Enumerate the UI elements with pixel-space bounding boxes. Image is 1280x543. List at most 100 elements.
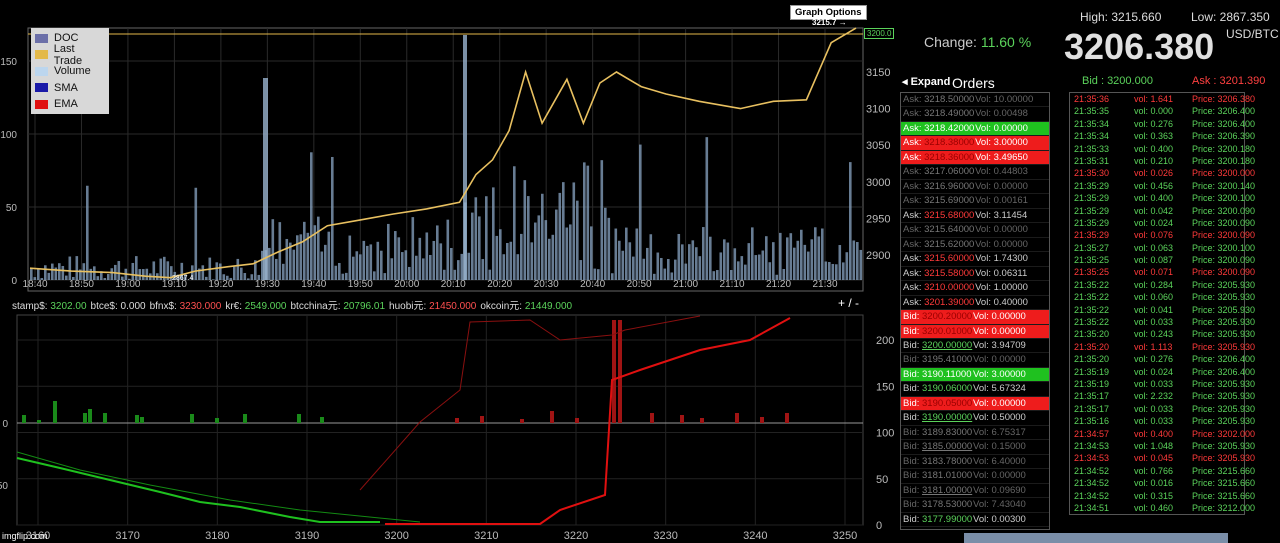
volume-bar bbox=[768, 262, 772, 280]
volume-bar bbox=[296, 235, 299, 280]
order-price: 3218.50000 bbox=[924, 94, 975, 105]
order-row[interactable]: Ask: 3215.60000Vol: 1.74300 bbox=[901, 252, 1049, 267]
legend-item[interactable]: EMA bbox=[35, 96, 105, 113]
order-row[interactable]: Bid: 3185.00000Vol: 0.15000 bbox=[901, 440, 1049, 455]
legend-swatch bbox=[35, 99, 48, 109]
trade-time: 21:35:25 bbox=[1074, 267, 1110, 278]
order-row[interactable]: Ask: 3215.62000Vol: 0.00000 bbox=[901, 238, 1049, 253]
volume-bar bbox=[740, 256, 744, 280]
y-left-tick-label: 0 bbox=[2, 419, 8, 430]
volume-bar bbox=[789, 233, 793, 280]
order-row[interactable]: Bid: 3200.01000Vol: 0.00000 bbox=[901, 324, 1049, 339]
trade-price: Price: 3215.660 bbox=[1192, 465, 1256, 476]
order-row[interactable]: Bid: 3178.53000Vol: 7.43040 bbox=[901, 498, 1049, 513]
bid-volume-bar bbox=[297, 414, 301, 423]
order-row[interactable]: Ask: 3218.36000Vol: 3.49650 bbox=[901, 150, 1049, 166]
order-volume: Vol: 6.40000 bbox=[973, 455, 1026, 467]
volume-bar bbox=[201, 265, 205, 280]
depth-chart-y-right-ticks: 0 50 100 150 200 bbox=[876, 335, 894, 532]
trade-history[interactable]: 21:35:36 vol: 1.641 Price: 3206.380 21:35:3… bbox=[1069, 92, 1255, 515]
volume-bar bbox=[380, 250, 383, 280]
depth-chart[interactable]: 3160 3170 3180 3190 3200 3210 3220 3230 3240 3250… bbox=[0, 310, 900, 543]
order-side: Bid: bbox=[903, 383, 923, 395]
volume-bar bbox=[478, 216, 481, 280]
volume-bar bbox=[845, 252, 849, 280]
volume-bar bbox=[849, 162, 852, 280]
order-row[interactable]: Ask: 3210.00000Vol: 1.00000 bbox=[901, 281, 1049, 296]
volume-bar bbox=[765, 236, 768, 280]
order-row[interactable]: Ask: 3217.06000Vol: 0.44803 bbox=[901, 165, 1049, 180]
trade-price: Price: 3215.660 bbox=[1192, 490, 1256, 501]
bid-depth-line-secondary bbox=[16, 451, 421, 523]
volume-bar bbox=[709, 236, 712, 280]
best-bid: Bid : 3200.000 bbox=[1082, 75, 1153, 87]
volume-bar bbox=[432, 240, 436, 280]
order-row[interactable]: Bid: 3190.11000 Vol: 3.00000 bbox=[901, 367, 1049, 383]
trade-price: Price: 3206.400 bbox=[1192, 366, 1256, 377]
ad-banner[interactable] bbox=[964, 533, 1228, 543]
order-row[interactable]: Ask: 3216.96000Vol: 0.00000 bbox=[901, 180, 1049, 195]
trade-price: Price: 3205.930 bbox=[1192, 416, 1256, 427]
bid-depth-line bbox=[16, 457, 380, 523]
order-price: 3189.83000 bbox=[922, 426, 973, 438]
order-row[interactable]: Bid: 3190.06000Vol: 5.67324 bbox=[901, 382, 1049, 397]
order-row[interactable]: Ask: 3218.42000Vol: 0.00000 bbox=[901, 121, 1049, 137]
trade-volume: vol: 0.076 bbox=[1134, 230, 1174, 241]
volume-bar bbox=[383, 273, 387, 280]
order-row[interactable]: Ask: 3215.64000Vol: 0.00000 bbox=[901, 223, 1049, 238]
legend-item[interactable]: SMA bbox=[35, 80, 105, 97]
volume-bar bbox=[782, 268, 786, 280]
order-price: 3190.05000 bbox=[922, 397, 973, 409]
legend-item[interactable]: Last Trade bbox=[35, 43, 105, 67]
ticker-name: btcchina元: bbox=[290, 301, 344, 312]
zoom-control[interactable]: + / - bbox=[838, 296, 860, 310]
y-left-tick-label: 100 bbox=[0, 130, 17, 141]
order-row[interactable]: Bid: 3181.01000Vol: 0.00000 bbox=[901, 469, 1049, 484]
order-row[interactable]: Ask: 3218.38000Vol: 3.00000 bbox=[901, 136, 1049, 151]
trade-row: 21:34:53 vol: 0.045 Price: 3205.930 bbox=[1070, 452, 1255, 464]
ask-volume-bar bbox=[700, 418, 704, 423]
order-row[interactable]: Bid: 3195.41000Vol: 0.00000 bbox=[901, 353, 1049, 368]
volume-bar bbox=[558, 192, 562, 280]
volume-bar bbox=[443, 269, 446, 280]
order-price: 3218.38000 bbox=[924, 137, 975, 149]
last-trade-line bbox=[29, 27, 857, 279]
order-side: Bid: bbox=[903, 325, 923, 337]
depth-volume-bars bbox=[22, 320, 789, 423]
order-row[interactable]: Ask: 3201.39000Vol: 0.40000 bbox=[901, 296, 1049, 311]
volume-bar bbox=[138, 269, 142, 280]
order-row[interactable]: Bid: 3183.78000Vol: 6.40000 bbox=[901, 455, 1049, 470]
volume-bar bbox=[418, 237, 422, 280]
legend-item[interactable]: Volume bbox=[35, 63, 105, 80]
legend-item[interactable]: DOC bbox=[35, 30, 105, 47]
order-row[interactable]: Ask: 3215.69000Vol: 0.00161 bbox=[901, 194, 1049, 209]
trade-volume: vol: 0.033 bbox=[1134, 403, 1174, 414]
y-right-tick-label: 0 bbox=[876, 520, 882, 532]
order-row[interactable]: Bid: 3181.00000Vol: 0.09690 bbox=[901, 484, 1049, 499]
order-row[interactable]: Ask: 3215.58000Vol: 0.06311 bbox=[901, 267, 1049, 282]
order-book[interactable]: Ask: 3218.50000Vol: 10.00000 Ask: 3218.49… bbox=[900, 92, 1050, 530]
order-row[interactable]: Bid: 3200.20000Vol: 0.00000 bbox=[901, 310, 1049, 325]
trade-price: Price: 3200.090 bbox=[1192, 267, 1256, 278]
graph-options-button[interactable]: Graph Options bbox=[790, 5, 867, 20]
order-side: Bid: bbox=[903, 426, 923, 438]
order-row[interactable]: Bid: 3189.83000Vol: 6.75317 bbox=[901, 426, 1049, 441]
trade-volume: vol: 0.000 bbox=[1134, 106, 1174, 117]
order-side: Bid: bbox=[903, 311, 923, 323]
order-row[interactable]: Ask: 3218.49000Vol: 0.00498 bbox=[901, 107, 1049, 122]
order-row[interactable]: Bid: 3177.99000Vol: 0.00300 bbox=[901, 513, 1049, 528]
price-chart[interactable]: 18:40 18:50 19:00 19:10 19:20 19:30 19:40 19:50… bbox=[0, 0, 900, 310]
volume-bar bbox=[408, 266, 411, 280]
order-row[interactable]: Bid: 3190.00000Vol: 0.50000 bbox=[901, 411, 1049, 426]
order-row[interactable]: Bid: 3200.00000Vol: 3.94709 bbox=[901, 339, 1049, 354]
expand-button[interactable]: ◂ Expand bbox=[902, 76, 951, 88]
order-row[interactable]: Ask: 3215.68000Vol: 3.11454 bbox=[901, 209, 1049, 224]
volume-bar bbox=[565, 227, 569, 280]
trade-row: 21:35:17 vol: 0.033 Price: 3205.930 bbox=[1070, 403, 1255, 415]
price-chart-frame bbox=[27, 27, 864, 292]
order-row[interactable]: Ask: 3218.50000Vol: 10.00000 bbox=[901, 93, 1049, 108]
volume-bar bbox=[292, 249, 296, 280]
x-tick-label: 3220 bbox=[564, 530, 588, 542]
chart-legend: DOC Last Trade Volume SMA EMA bbox=[31, 28, 109, 114]
order-row[interactable]: Bid: 3190.05000Vol: 0.00000 bbox=[901, 396, 1049, 412]
